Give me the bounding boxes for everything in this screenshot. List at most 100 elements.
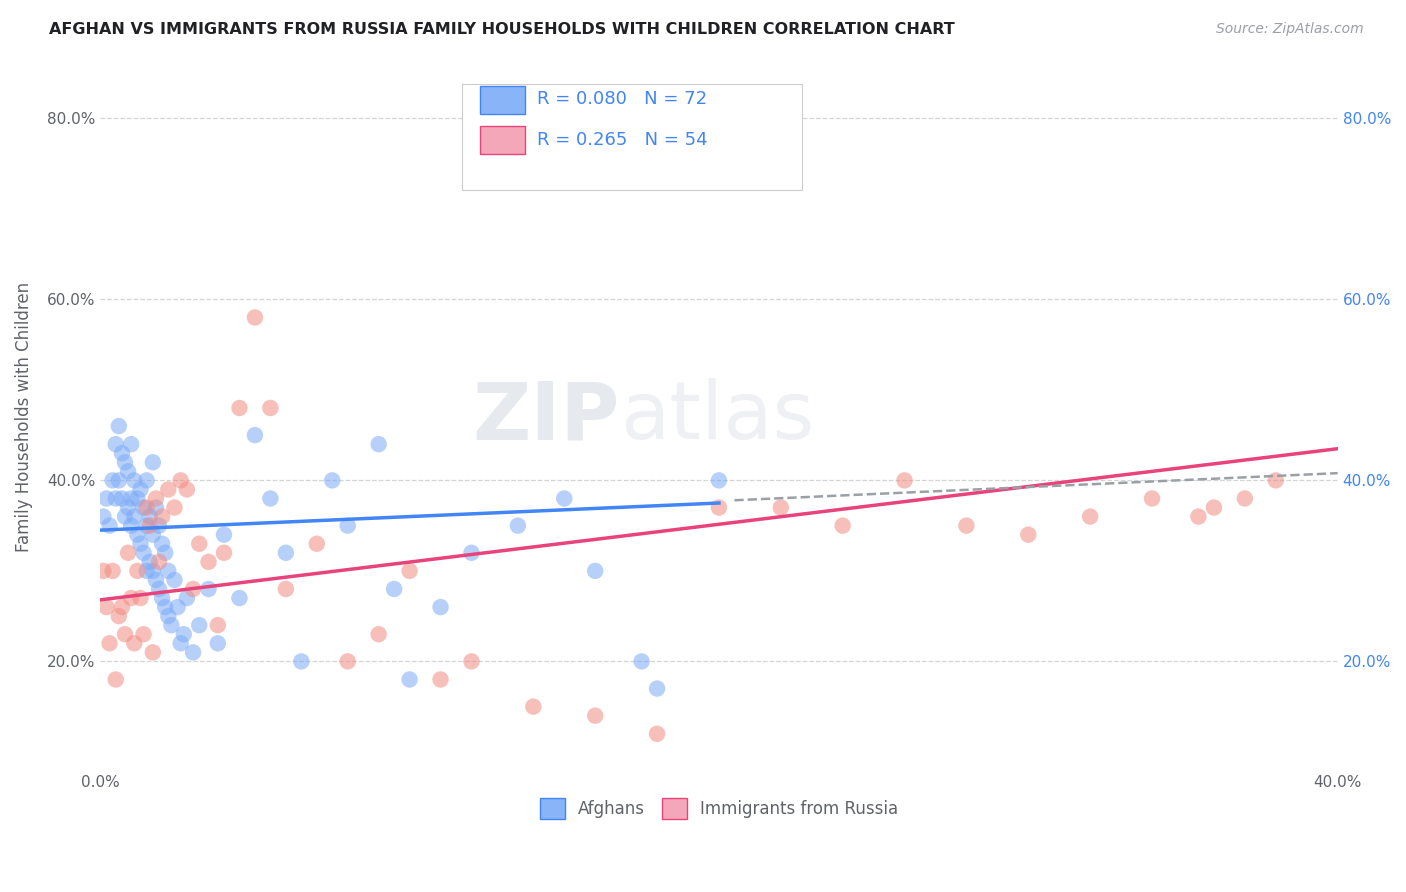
Point (114, 509, 136, 524)
Point (228, 591, 250, 605)
Point (336, 654, 359, 668)
Point (108, 474, 131, 488)
Point (111, 491, 134, 506)
Point (429, 600, 451, 615)
Point (429, 673, 451, 687)
Text: AFGHAN VS IMMIGRANTS FROM RUSSIA FAMILY HOUSEHOLDS WITH CHILDREN CORRELATION CHA: AFGHAN VS IMMIGRANTS FROM RUSSIA FAMILY … (49, 22, 955, 37)
Point (129, 483, 152, 497)
Text: atlas: atlas (620, 378, 814, 456)
Point (259, 491, 281, 506)
Point (117, 500, 139, 515)
Point (522, 699, 544, 714)
Point (1017, 527, 1039, 541)
Point (181, 582, 204, 596)
Text: R = 0.080   N = 72: R = 0.080 N = 72 (537, 90, 707, 108)
Point (129, 591, 152, 605)
Point (142, 527, 165, 541)
Point (111, 600, 134, 615)
Point (139, 518, 162, 533)
Point (135, 564, 157, 578)
Point (148, 518, 170, 533)
Point (142, 564, 165, 578)
Point (148, 555, 170, 569)
Point (207, 636, 229, 650)
Point (367, 627, 389, 641)
Y-axis label: Family Households with Children: Family Households with Children (15, 282, 32, 552)
Point (321, 474, 343, 488)
Point (553, 491, 575, 506)
Point (142, 455, 165, 469)
Point (150, 509, 173, 524)
Point (460, 546, 482, 560)
Text: Source: ZipAtlas.com: Source: ZipAtlas.com (1216, 22, 1364, 37)
Point (96, 600, 118, 615)
Point (645, 681, 668, 696)
Point (124, 509, 146, 524)
Point (645, 727, 668, 741)
Point (117, 464, 139, 478)
Point (124, 474, 146, 488)
Point (127, 491, 149, 506)
Point (336, 518, 359, 533)
Point (305, 537, 328, 551)
Point (101, 474, 124, 488)
Point (176, 483, 198, 497)
FancyBboxPatch shape (479, 126, 524, 154)
Point (769, 500, 792, 515)
Point (145, 500, 167, 515)
Point (228, 401, 250, 415)
Legend: Afghans, Immigrants from Russia: Afghans, Immigrants from Russia (533, 791, 905, 825)
Point (630, 654, 652, 668)
Text: ZIP: ZIP (472, 378, 620, 456)
Point (212, 527, 235, 541)
Point (101, 564, 124, 578)
Point (1202, 500, 1225, 515)
Point (108, 419, 131, 434)
Point (274, 582, 297, 596)
Point (181, 645, 204, 659)
Point (831, 518, 853, 533)
Point (1078, 509, 1101, 524)
Point (1140, 491, 1163, 506)
Point (132, 627, 155, 641)
Point (139, 555, 162, 569)
Point (120, 591, 142, 605)
Point (98, 636, 121, 650)
Point (1264, 474, 1286, 488)
Point (145, 491, 167, 506)
Point (367, 437, 389, 451)
Point (98, 518, 121, 533)
Point (142, 645, 165, 659)
Point (157, 609, 180, 624)
Point (188, 618, 211, 632)
Point (583, 564, 606, 578)
Point (157, 483, 180, 497)
Point (150, 537, 173, 551)
Point (398, 673, 420, 687)
Point (290, 654, 312, 668)
Point (1233, 491, 1256, 506)
Point (124, 636, 146, 650)
Point (163, 573, 186, 587)
Point (707, 474, 730, 488)
Point (382, 582, 405, 596)
Point (197, 582, 219, 596)
Point (155, 600, 177, 615)
Point (893, 474, 915, 488)
Point (166, 600, 188, 615)
Point (460, 654, 482, 668)
Point (120, 437, 142, 451)
Point (96, 491, 118, 506)
Point (160, 618, 183, 632)
Point (127, 564, 149, 578)
Point (129, 537, 152, 551)
Point (259, 401, 281, 415)
Point (120, 518, 142, 533)
Point (583, 708, 606, 723)
Point (93, 564, 115, 578)
Point (955, 518, 977, 533)
Point (135, 518, 157, 533)
Point (207, 618, 229, 632)
Point (243, 310, 266, 325)
Point (170, 636, 193, 650)
